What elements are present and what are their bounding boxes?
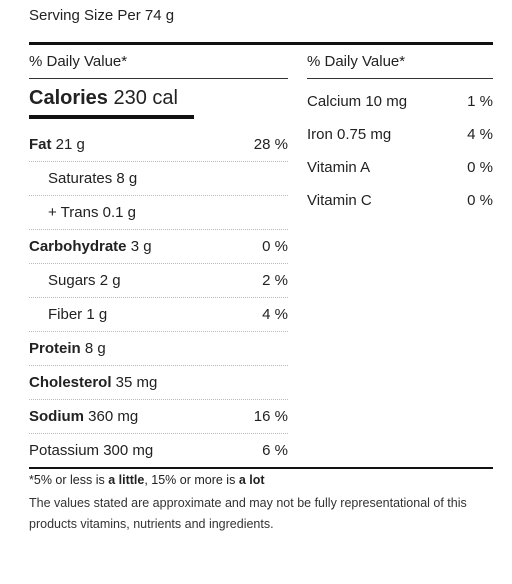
nutrient-percent: 28 %: [253, 136, 288, 153]
calories-value: 230 cal: [113, 87, 179, 109]
nutrient-amount: 3 g: [126, 238, 152, 255]
vitamin-row-vitamin-a: Vitamin A 0 %: [307, 151, 493, 184]
calories-underline: [29, 115, 194, 119]
nutrient-name-bold: Carbohydrate: [29, 238, 127, 255]
vitamin-name: Vitamin C: [307, 192, 372, 209]
daily-value-footnote: *5% or less is a little, 15% or more is …: [29, 472, 265, 489]
calories-label: Calories: [29, 87, 108, 109]
daily-value-header: % Daily Value*: [307, 45, 493, 79]
nutrient-row-fiber: Fiber 1 g 4 %: [29, 298, 288, 332]
nutrient-row-protein: Protein 8 g: [29, 332, 288, 366]
vitamin-name: Iron 0.75 mg: [307, 126, 392, 143]
nutrient-name-bold: Cholesterol: [29, 374, 112, 391]
nutrient-row-cholesterol: Cholesterol 35 mg: [29, 366, 288, 400]
vitamin-name: Vitamin A: [307, 159, 371, 176]
calories-line: Calories 230 cal: [29, 87, 178, 110]
nutrient-amount: 35 mg: [111, 374, 158, 391]
footnote-text: , 15% or more is: [144, 473, 239, 487]
vitamin-row-calcium: Calcium 10 mg 1 %: [307, 85, 493, 118]
nutrient-row-sodium: Sodium 360 mg 16 %: [29, 400, 288, 434]
nutrient-name-bold: Fat: [29, 136, 52, 153]
nutrient-row-saturates: Saturates 8 g: [29, 162, 288, 196]
vitamin-name: Calcium 10 mg: [307, 93, 408, 110]
nutrient-row-fat: Fat 21 g 28 %: [29, 128, 288, 162]
top-rule: [29, 42, 493, 45]
nutrient-row-carbohydrate: Carbohydrate 3 g 0 %: [29, 230, 288, 264]
disclaimer-text: The values stated are approximate and ma…: [29, 496, 467, 531]
vitamin-row-iron: Iron 0.75 mg 4 %: [307, 118, 493, 151]
nutrient-name: + Trans 0.1 g: [48, 204, 136, 221]
nutrient-name: Fiber 1 g: [48, 306, 108, 323]
footnote-bold-little: a little: [108, 473, 145, 487]
nutrient-name: Saturates 8 g: [48, 170, 138, 187]
vitamin-percent: 0 %: [467, 192, 493, 209]
nutrient-name-bold: Protein: [29, 340, 81, 357]
nutrient-percent: 16 %: [253, 408, 288, 425]
nutrient-amount: 21 g: [51, 136, 85, 153]
nutrient-percent: 0 %: [262, 238, 288, 255]
nutrient-row-trans: + Trans 0.1 g: [29, 196, 288, 230]
nutrient-name: Potassium 300 mg: [29, 442, 154, 459]
right-column: % Daily Value* Calcium 10 mg 1 % Iron 0.…: [307, 45, 493, 217]
footnote-text: *5% or less is: [29, 473, 109, 487]
vitamin-row-vitamin-c: Vitamin C 0 %: [307, 184, 493, 217]
vitamin-percent: 0 %: [467, 159, 493, 176]
nutrient-amount: 8 g: [80, 340, 106, 357]
nutrient-row-sugars: Sugars 2 g 2 %: [29, 264, 288, 298]
vitamin-percent: 4 %: [467, 126, 493, 143]
vitamin-percent: 1 %: [467, 93, 493, 110]
nutrient-name-bold: Sodium: [29, 408, 84, 425]
nutrient-row-potassium: Potassium 300 mg 6 %: [29, 434, 288, 467]
serving-size: Serving Size Per 74 g: [29, 7, 175, 24]
nutrient-percent: 2 %: [262, 272, 288, 289]
footnote-bold-lot: a lot: [238, 473, 265, 487]
left-column: % Daily Value* Calories 230 cal Fat 21 g…: [29, 45, 288, 467]
calories-block: Calories 230 cal: [29, 79, 288, 119]
bottom-rule: [29, 467, 493, 469]
nutrient-percent: 6 %: [262, 442, 288, 459]
nutrient-percent: 4 %: [262, 306, 288, 323]
nutrient-amount: 360 mg: [84, 408, 139, 425]
nutrient-name: Sugars 2 g: [48, 272, 121, 289]
daily-value-header: % Daily Value*: [29, 45, 288, 79]
